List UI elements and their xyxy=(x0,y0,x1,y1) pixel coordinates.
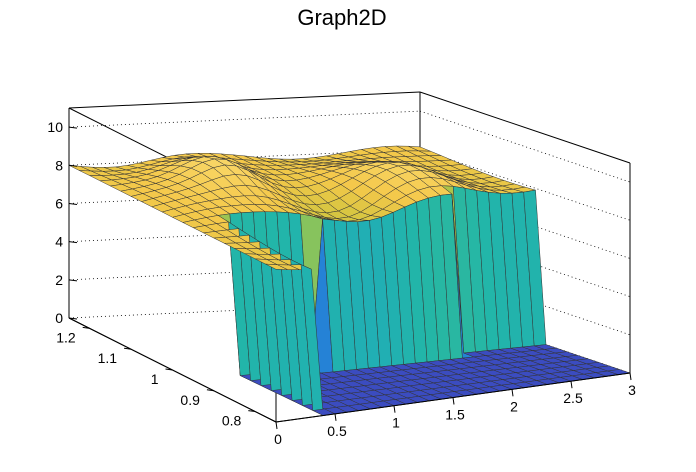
x-tick-label: 2 xyxy=(510,398,518,414)
axis-x-line xyxy=(275,372,631,423)
x-tick-label: 0 xyxy=(274,431,282,447)
z-tick-label: 10 xyxy=(47,119,63,135)
grid-line xyxy=(419,110,631,183)
x-tick-label: 2.5 xyxy=(563,390,583,406)
x-tick xyxy=(393,405,396,413)
z-tick-label: 2 xyxy=(55,272,63,288)
x-tick xyxy=(275,421,278,430)
y-tick-label: 1.1 xyxy=(98,350,118,366)
z-tick xyxy=(68,164,78,167)
x-tick xyxy=(570,381,573,389)
axes: 0 2 4 6 8 10 0 0.5 1 1.5 2 2.5 3 0.8 0.9 1 1.1 1.2 xyxy=(47,108,636,447)
grid-line xyxy=(68,110,421,128)
x-tick-label: 0.5 xyxy=(327,423,347,439)
axis-y-line xyxy=(68,317,277,423)
grid-line xyxy=(419,148,631,221)
x-tick xyxy=(511,389,514,397)
z-tick-label: 6 xyxy=(55,195,63,211)
z-tick xyxy=(68,241,78,244)
x-tick xyxy=(334,413,337,421)
z-tick-label: 4 xyxy=(55,234,63,250)
x-tick-label: 1 xyxy=(392,415,400,431)
box-edge xyxy=(68,91,421,109)
y-tick-label: 1.2 xyxy=(56,329,76,345)
z-tick-label: 8 xyxy=(55,157,63,173)
x-tick-label: 1.5 xyxy=(445,407,465,423)
z-tick xyxy=(68,126,78,129)
z-tick xyxy=(68,279,78,282)
y-tick-label: 0.9 xyxy=(180,392,200,408)
y-tick-label: 0.8 xyxy=(222,413,242,429)
chart-title: Graph2D xyxy=(297,5,386,30)
x-tick-label: 3 xyxy=(628,382,636,398)
surface-mesh xyxy=(68,145,631,416)
z-tick-label: 0 xyxy=(55,310,63,326)
z-tick xyxy=(68,202,78,205)
box-edge xyxy=(419,91,631,164)
x-tick xyxy=(629,372,632,381)
x-tick xyxy=(452,397,455,405)
y-tick-label: 1 xyxy=(151,371,159,387)
